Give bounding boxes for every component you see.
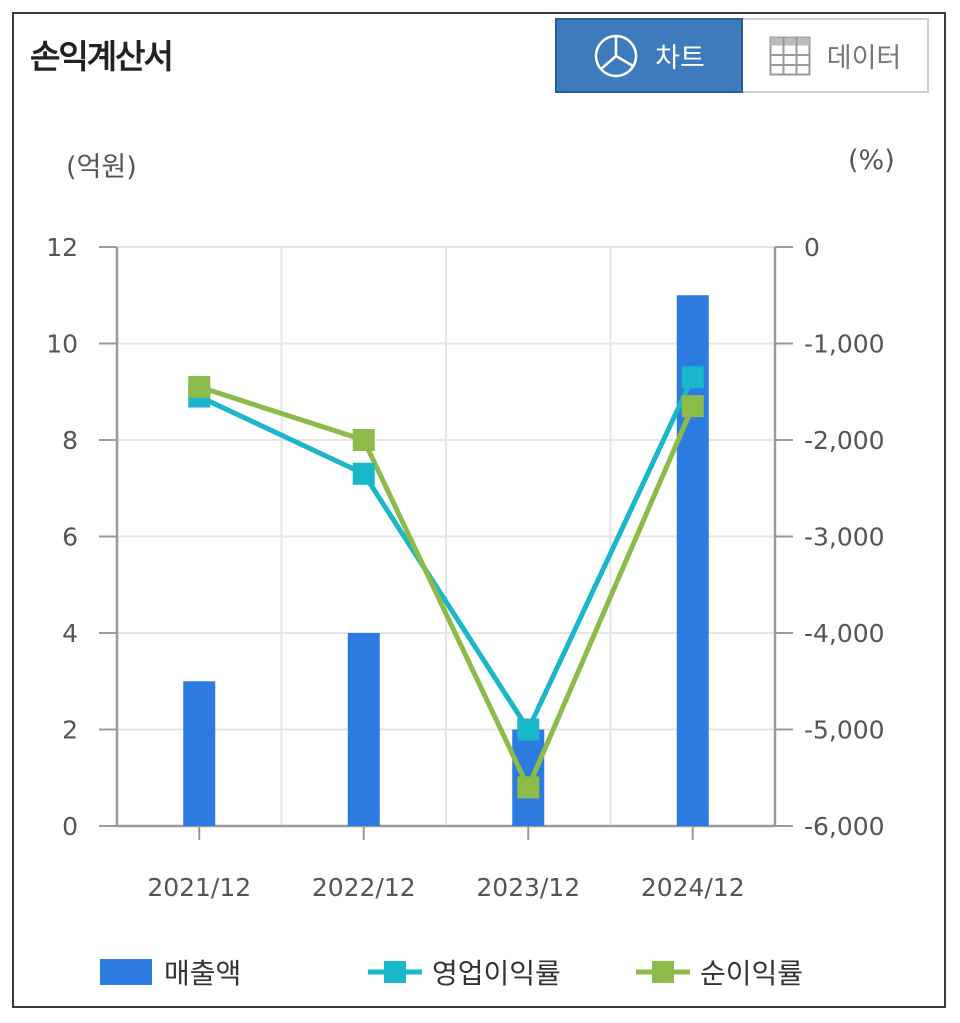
- point-net-margin: [681, 395, 704, 418]
- left-tick-label: 0: [62, 812, 78, 841]
- legend-label-revenue: 매출액: [164, 957, 242, 990]
- view-toggle: 차트 데이터: [555, 18, 929, 93]
- legend-item-revenue[interactable]: 매출액: [100, 950, 241, 994]
- combo-chart: 0 2 4 6 8 10 12 -6,000 -5,000 -4,000 -3,000 -2,000 -…: [46, 233, 885, 902]
- chart-view-label: 차트: [655, 43, 705, 74]
- revenue-swatch: [100, 959, 152, 985]
- legend-item-op-margin[interactable]: 영업이익률: [368, 950, 561, 994]
- data-view-label: 데이터: [826, 43, 902, 74]
- left-tick-label: 2: [62, 716, 78, 745]
- point-op-margin: [681, 366, 704, 389]
- left-axis-unit: (억원): [66, 152, 137, 183]
- legend-label-op-margin: 영업이익률: [432, 957, 561, 990]
- left-tick-label: 8: [62, 426, 78, 455]
- op-margin-swatch: [368, 961, 422, 983]
- bar-revenue: [347, 633, 380, 826]
- left-tick-label: 6: [62, 523, 78, 552]
- net-margin-swatch: [636, 961, 690, 983]
- right-tick-label: -2,000: [804, 426, 885, 455]
- legend-item-net-margin[interactable]: 순이익률: [636, 950, 803, 994]
- bar-revenue: [183, 681, 216, 826]
- data-view-button[interactable]: 데이터: [743, 18, 929, 93]
- line-net-margin: [198, 384, 696, 790]
- chart-panel: [12, 12, 946, 1008]
- page-title: 손익계산서: [30, 37, 174, 76]
- left-tick-label: 4: [62, 619, 78, 648]
- right-tick-label: -1,000: [804, 330, 885, 359]
- right-tick-label: -6,000: [804, 812, 885, 841]
- right-tick-label: -5,000: [804, 716, 885, 745]
- right-axis-unit: (%): [848, 145, 895, 176]
- pie-chart-icon: [594, 34, 638, 77]
- point-net-margin: [517, 776, 540, 799]
- right-tick-label: -4,000: [804, 619, 885, 648]
- left-tick-label: 10: [46, 330, 78, 359]
- x-tick-label: 2021/12: [147, 873, 251, 902]
- right-tick-label: 0: [804, 233, 820, 262]
- x-tick-label: 2024/12: [641, 873, 745, 902]
- legend-label-net-margin: 순이익률: [700, 957, 804, 990]
- point-net-margin: [188, 375, 211, 398]
- line-op-margin: [198, 376, 696, 732]
- point-op-margin: [517, 718, 540, 741]
- right-tick-label: -3,000: [804, 523, 885, 552]
- point-op-margin: [352, 462, 375, 485]
- table-icon: [769, 36, 811, 75]
- point-net-margin: [352, 429, 375, 451]
- chart-view-button[interactable]: 차트: [555, 18, 743, 93]
- left-tick-label: 12: [46, 233, 78, 262]
- x-tick-label: 2023/12: [476, 873, 580, 902]
- x-tick-label: 2022/12: [312, 873, 416, 902]
